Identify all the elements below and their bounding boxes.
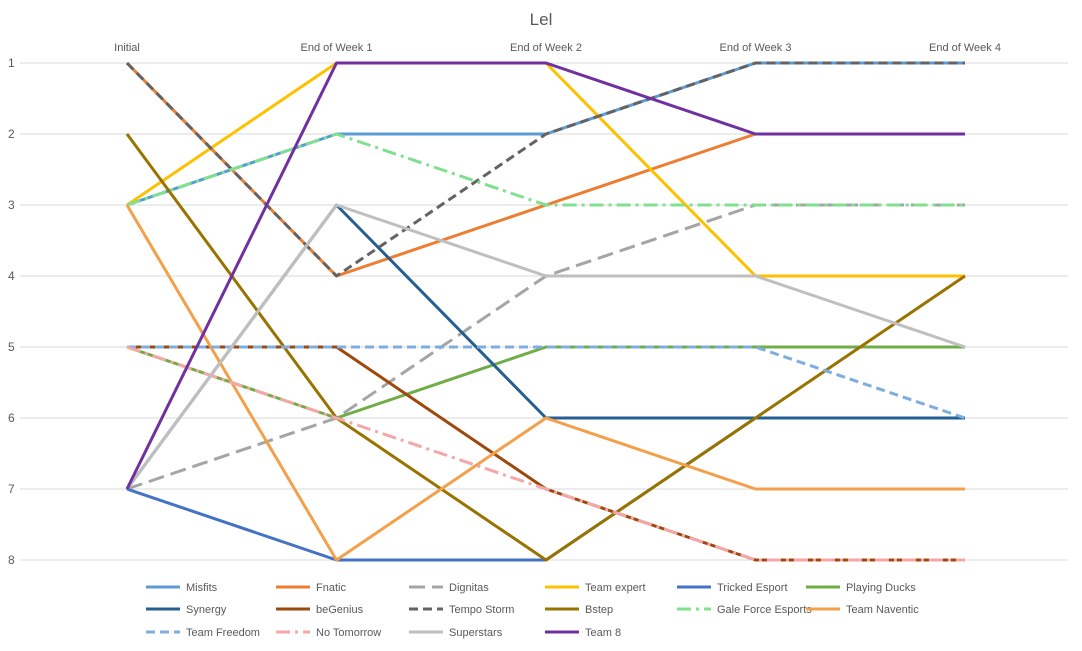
legend-item: Team 8 [545, 627, 621, 639]
legend-label: Superstars [449, 627, 503, 639]
legend-item: No Tomorrow [276, 627, 381, 639]
legend-item: Gale Force Esports [677, 604, 812, 616]
x-category-label: End of Week 4 [929, 42, 1001, 54]
legend-label: Misfits [186, 582, 218, 594]
y-axis-labels: 1 2 3 4 5 6 7 8 [8, 56, 15, 567]
series-line [125, 61, 965, 278]
y-tick-label: 2 [8, 127, 15, 141]
y-tick-label: 3 [8, 198, 15, 212]
x-category-label: End of Week 2 [510, 42, 582, 54]
legend-label: Team expert [585, 582, 646, 594]
series-line [127, 345, 965, 562]
legend-item: Fnatic [276, 582, 346, 594]
legend-label: Bstep [585, 604, 613, 616]
legend-item: Bstep [545, 604, 613, 616]
series-line [126, 345, 965, 420]
legend-item: Misfits [146, 582, 218, 594]
legend-label: No Tomorrow [316, 627, 381, 639]
y-tick-label: 7 [8, 482, 15, 496]
x-category-label: Initial [114, 42, 140, 54]
legend-item: Superstars [409, 627, 503, 639]
legend-label: Team Naventic [846, 604, 919, 616]
series-line [126, 132, 965, 207]
legend-item: Dignitas [409, 582, 489, 594]
x-category-label: End of Week 3 [720, 42, 792, 54]
legend-item: Team expert [545, 582, 646, 594]
legend-label: Playing Ducks [846, 582, 916, 594]
legend-item: Synergy [146, 604, 227, 616]
series-line [125, 61, 965, 278]
series-lines [125, 61, 966, 562]
legend-label: Dignitas [449, 582, 489, 594]
legend-item: Team Freedom [146, 627, 260, 639]
y-tick-label: 4 [8, 269, 15, 283]
legend-item: Team Naventic [806, 604, 919, 616]
y-tick-label: 5 [8, 340, 15, 354]
series-line [126, 345, 965, 562]
legend-label: Fnatic [316, 582, 346, 594]
y-tick-label: 8 [8, 553, 15, 567]
legend-label: Tricked Esport [717, 582, 788, 594]
series-line [125, 204, 965, 562]
legend-item: beGenius [276, 604, 364, 616]
series-line [125, 61, 965, 490]
y-tick-label: 6 [8, 411, 15, 425]
series-line [126, 61, 965, 278]
legend-label: Synergy [186, 604, 227, 616]
legend-item: Playing Ducks [806, 582, 916, 594]
legend: Misfits Fnatic Dignitas Team expert Tricked … [146, 582, 919, 639]
legend-label: Team 8 [585, 627, 621, 639]
chart-title: Lel [529, 10, 553, 29]
legend-item: Tricked Esport [677, 582, 788, 594]
legend-label: Gale Force Esports [717, 604, 812, 616]
x-category-label: End of Week 1 [301, 42, 373, 54]
series-line [125, 203, 966, 490]
series-line [127, 345, 966, 420]
legend-label: Team Freedom [186, 627, 260, 639]
legend-item: Tempo Storm [409, 604, 514, 616]
x-axis-labels: Initial End of Week 1 End of Week 2 End of … [114, 42, 1001, 54]
legend-label: Tempo Storm [449, 604, 514, 616]
legend-label: beGenius [316, 604, 364, 616]
y-tick-label: 1 [8, 56, 15, 70]
